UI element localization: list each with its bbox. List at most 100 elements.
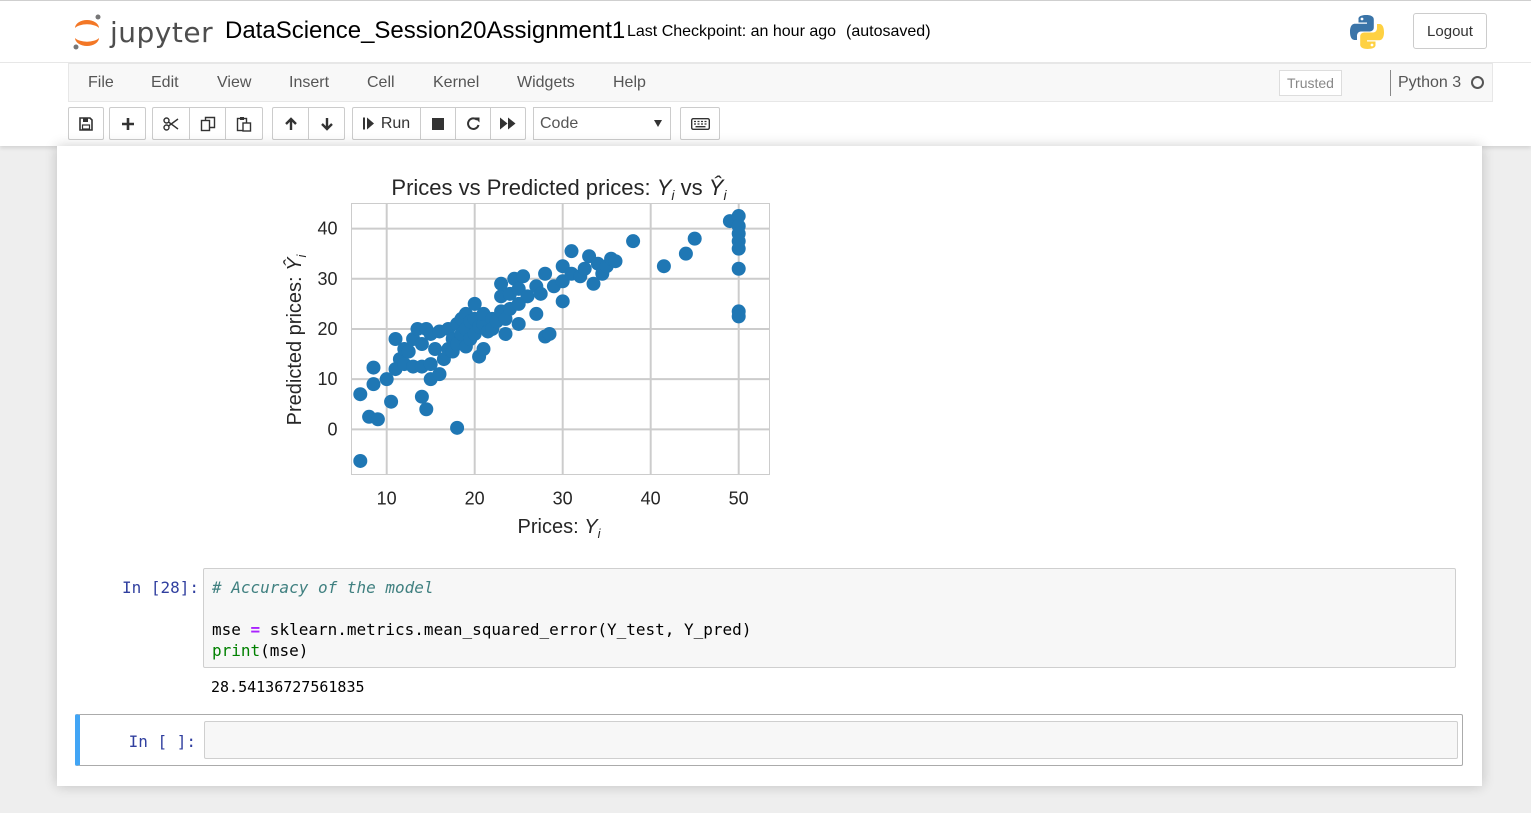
y-tick-label: 30 <box>317 269 337 289</box>
y-tick-label: 20 <box>317 319 337 339</box>
x-tick-label: 20 <box>465 489 485 509</box>
move-up-button[interactable] <box>272 107 309 140</box>
data-point <box>731 309 746 324</box>
data-point <box>656 259 671 274</box>
jupyter-logo[interactable]: jupyter <box>72 13 213 51</box>
interrupt-button[interactable] <box>420 107 456 140</box>
data-points <box>353 209 746 468</box>
menu-insert[interactable]: Insert <box>289 74 330 91</box>
x-tick-label: 30 <box>553 489 573 509</box>
data-point <box>428 342 443 357</box>
y-axis-label: Predicted prices: Ŷi <box>283 254 309 426</box>
insert-cell-button[interactable] <box>109 107 146 140</box>
save-icon <box>79 116 93 131</box>
cut-button[interactable] <box>152 107 190 140</box>
plus-icon <box>121 117 134 130</box>
menu-widgets[interactable]: Widgets <box>517 74 575 91</box>
data-point <box>366 377 381 392</box>
data-point <box>511 316 526 331</box>
data-point <box>467 296 482 311</box>
data-point <box>494 276 509 291</box>
data-point <box>538 266 553 281</box>
save-button[interactable] <box>68 107 104 140</box>
code-token: (mse) <box>260 641 309 660</box>
menu-file[interactable]: File <box>88 74 114 91</box>
restart-run-all-button[interactable] <box>490 107 526 140</box>
y-tick-label: 0 <box>327 419 337 439</box>
checkpoint-text: Last Checkpoint: an hour ago <box>627 23 837 40</box>
y-tick-label: 40 <box>317 219 337 239</box>
code-cell[interactable]: In [28]: # Accuracy of the model mse = s… <box>75 568 1464 696</box>
python-logo-icon <box>1350 15 1384 49</box>
jupyter-logo-icon <box>73 14 101 50</box>
y-tick-labels: 0 10 20 30 40 <box>317 219 337 440</box>
trusted-indicator[interactable]: Trusted <box>1279 70 1342 96</box>
code-comment: # Accuracy of the model <box>212 578 434 597</box>
logout-button[interactable]: Logout <box>1413 13 1487 49</box>
x-tick-label: 50 <box>729 489 749 509</box>
menu-help[interactable]: Help <box>613 74 646 91</box>
autosave-status: (autosaved) <box>846 23 931 40</box>
toolbar: Run Code <box>68 107 1493 141</box>
cell-type-select[interactable]: Code <box>533 107 671 140</box>
menu-kernel[interactable]: Kernel <box>433 74 480 91</box>
data-point <box>388 332 403 346</box>
cell-output: 28.54136727561835 <box>211 678 365 696</box>
data-point <box>450 420 465 435</box>
data-point <box>577 261 592 276</box>
data-point <box>414 389 429 404</box>
code-token: mse <box>212 620 251 639</box>
data-point <box>370 412 385 427</box>
code-line: print(mse) <box>212 640 1447 661</box>
logo-text: jupyter <box>110 15 214 49</box>
data-point <box>353 387 368 402</box>
data-point <box>533 286 548 301</box>
cut-icon <box>163 116 179 131</box>
run-button[interactable]: Run <box>352 107 421 140</box>
data-point <box>678 246 693 261</box>
menu-view[interactable]: View <box>217 74 252 91</box>
fast-forward-icon <box>500 117 516 130</box>
data-point <box>476 342 491 357</box>
data-point <box>366 360 381 375</box>
data-point <box>586 276 601 291</box>
data-point <box>542 326 557 341</box>
restart-button[interactable] <box>455 107 491 140</box>
data-point <box>401 344 416 359</box>
data-point <box>419 402 434 417</box>
data-point <box>731 261 746 276</box>
move-down-button[interactable] <box>308 107 345 140</box>
code-operator: = <box>250 620 261 639</box>
data-point <box>498 326 513 341</box>
data-point <box>414 337 429 352</box>
code-editor-empty[interactable] <box>204 721 1458 759</box>
menu-bar: File Edit View Insert Cell Kernel Widget… <box>68 63 1493 102</box>
paste-button[interactable] <box>225 107 263 140</box>
keyboard-icon <box>690 117 710 130</box>
data-point <box>608 254 623 269</box>
data-point <box>731 209 746 224</box>
restart-icon <box>466 117 479 130</box>
kernel-name[interactable]: Python 3 <box>1390 70 1461 96</box>
command-palette-button[interactable] <box>680 107 720 140</box>
menu-edit[interactable]: Edit <box>151 74 179 91</box>
copy-button[interactable] <box>189 107 226 140</box>
notebook-container: Prices vs Predicted prices: Yi vs Ŷi 10 2… <box>57 146 1482 786</box>
code-blank-line <box>212 598 1447 619</box>
chevron-down-icon <box>654 120 662 127</box>
code-builtin: print <box>212 641 261 660</box>
data-point <box>529 306 544 321</box>
run-icon <box>362 117 374 130</box>
menu-cell[interactable]: Cell <box>367 74 395 91</box>
data-point <box>555 294 570 309</box>
empty-code-cell-selected[interactable]: In [ ]: <box>75 714 1463 766</box>
data-point <box>423 357 438 372</box>
notebook-name[interactable]: DataScience_Session20Assignment1 <box>225 17 626 44</box>
arrow-up-icon <box>284 116 297 130</box>
checkpoint-status: Last Checkpoint: an hour ago (autosaved) <box>627 23 931 41</box>
data-point <box>379 372 394 387</box>
arrow-down-icon <box>320 117 333 131</box>
data-point <box>384 394 399 409</box>
code-editor[interactable]: # Accuracy of the model mse = sklearn.me… <box>203 568 1456 668</box>
x-tick-labels: 10 20 30 40 50 <box>377 489 749 509</box>
